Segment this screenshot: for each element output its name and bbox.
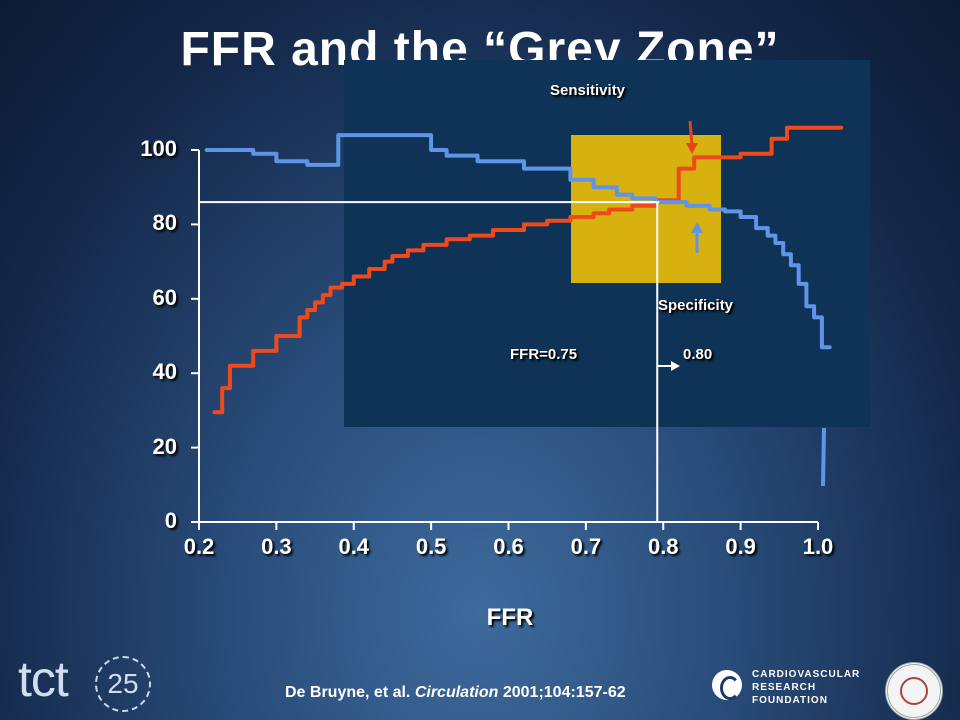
x-tick-label: 0.4 [338,534,370,559]
seal-icon [885,662,943,720]
citation: De Bruyne, et al. Circulation 2001;104:1… [285,684,626,702]
citation-details: 2001;104:157-62 [502,684,626,701]
tct-logo-text: tct [18,651,69,707]
x-tick-label: 0.3 [261,534,292,559]
y-tick-label: 0 [164,508,177,533]
citation-journal: Circulation [414,684,499,701]
ffr-080-label: 0.80 [683,346,713,363]
x-tick-label: 0.9 [725,534,756,559]
x-axis-label: FFR [486,604,534,631]
y-tick-label: 80 [152,210,177,236]
ffr-075-label: FFR=0.75 [510,346,578,363]
y-tick-label: 60 [152,284,177,310]
tct-logo: tct 25 [18,650,151,712]
x-tick-label: 0.6 [493,534,524,559]
specificity-tail-line [821,427,826,487]
specificity-label: Specificity [658,297,734,314]
ffr-arrow-head [671,361,680,371]
crf-emblem-icon [712,670,742,700]
crf-line3: FOUNDATION [752,695,828,706]
sensitivity-arrow-head [686,143,698,154]
y-tick-label: 100 [140,136,177,161]
x-tick-label: 0.7 [570,534,602,559]
crf-logo: CARDIOVASCULAR RESEARCH FOUNDATION [712,666,862,712]
x-tick-label: 0.8 [647,534,679,559]
x-tick-label: 1.0 [802,534,834,559]
sensitivity-arrow-line [688,120,694,146]
x-tick-label: 0.5 [415,534,447,559]
tct-25-badge: 25 [95,656,151,712]
specificity-arrow-head [691,222,703,233]
crf-line2: RESEARCH [752,682,817,693]
x-tick-label: 0.2 [183,534,215,559]
crf-line1: CARDIOVASCULAR [752,669,861,680]
specificity-line [204,133,832,350]
sensitivity-label: Sensitivity [550,82,626,99]
citation-authors: De Bruyne, et al. [285,684,411,701]
y-tick-label: 20 [152,433,177,459]
y-tick-label: 40 [152,359,177,385]
